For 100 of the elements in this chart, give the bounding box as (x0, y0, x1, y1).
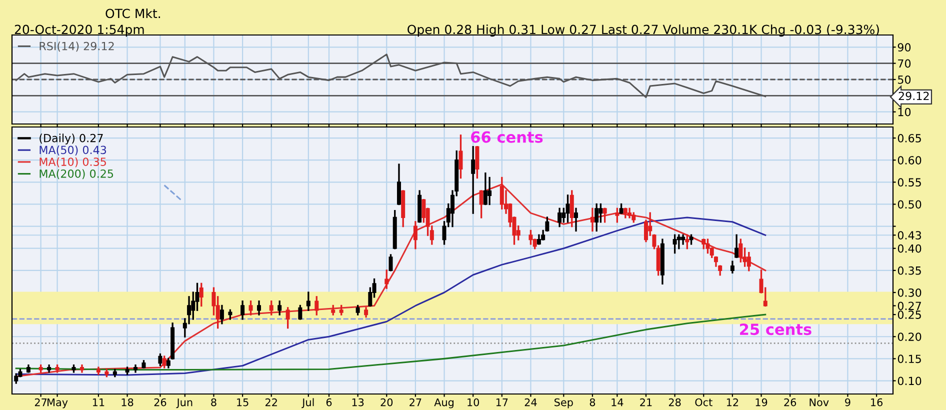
x-tick-label: 16 (871, 398, 883, 406)
x-tick-label: 22 (265, 398, 277, 406)
candlestick (566, 194, 570, 223)
candlestick (413, 221, 418, 250)
y-tick-label: 0.35 (898, 266, 921, 275)
x-tick-label: 26 (784, 398, 796, 406)
x-tick-label: 21 (640, 398, 652, 406)
x-tick-label: Sep (554, 398, 573, 408)
candlestick (746, 252, 751, 272)
candlestick (306, 292, 310, 311)
candlestick (594, 203, 599, 232)
x-tick-label: 18 (122, 398, 134, 406)
candlestick (298, 304, 302, 320)
x-tick-label: May (48, 398, 68, 408)
candlestick (734, 234, 739, 258)
x-tick-label: Jun (176, 398, 192, 408)
y-tick-label: 0.55 (898, 178, 921, 187)
legend-label: MA(50) 0.43 (40, 146, 106, 156)
y-tick-label: 0.27 (898, 302, 921, 310)
y-tick-label: 70 (898, 59, 911, 68)
x-tick-label: 11 (92, 398, 104, 406)
candlestick (388, 254, 393, 272)
y-tick-label: 0.10 (898, 376, 922, 386)
candlestick (257, 300, 262, 316)
candlestick (483, 172, 488, 206)
legend-label: MA(200) 0.25 (40, 169, 114, 180)
x-tick-label: 20 (380, 398, 393, 406)
x-tick-label: 8 (211, 398, 216, 406)
candlestick (199, 282, 204, 307)
candlestick (598, 203, 603, 223)
x-tick-label: 27 (34, 398, 47, 406)
candlestick (615, 208, 620, 223)
candlestick (570, 190, 574, 228)
x-tick-label: 17 (496, 398, 508, 406)
annotation: 25 cents (740, 324, 812, 336)
candlestick (162, 356, 166, 368)
candlestick (590, 208, 594, 232)
x-tick-label: Aug (434, 398, 454, 408)
candlestick (278, 300, 282, 316)
x-tick-label: 13 (352, 398, 364, 406)
y-tick-label: 10 (898, 108, 911, 116)
x-tick-label: 8 (590, 398, 596, 406)
y-tick-label: 0.30 (898, 288, 922, 297)
candlestick (422, 198, 426, 223)
y-tick-label: 50 (898, 75, 911, 84)
candlestick (685, 234, 690, 250)
candlestick (602, 208, 607, 223)
candlestick (676, 234, 681, 250)
candlestick (458, 134, 463, 179)
candlestick (628, 208, 632, 218)
legend-label: (Daily) 0.27 (40, 134, 103, 144)
text: OTC Mkt. (106, 8, 160, 18)
candlestick (269, 300, 274, 316)
candlestick (112, 368, 117, 378)
y-tick-label: 0.15 (898, 354, 921, 364)
candlestick (220, 304, 224, 324)
candlestick (47, 364, 52, 373)
candlestick (158, 353, 162, 366)
x-tick-label: 27 (410, 398, 422, 406)
candlestick (681, 234, 686, 245)
y-tick-label: 0.40 (898, 244, 922, 253)
legend-label: RSI(14) 29.12 (40, 42, 114, 52)
y-tick-label: 0.25 (898, 310, 921, 319)
y-tick-label: 0.50 (898, 200, 922, 209)
candlestick (672, 234, 677, 254)
x-tick-label: 26 (154, 398, 166, 406)
y-tick-label: 0.20 (898, 332, 922, 342)
candlestick (96, 366, 100, 375)
text: 29.12 (898, 92, 929, 100)
y-tick-label: 0.65 (898, 134, 921, 142)
x-tick-label: 14 (612, 398, 624, 406)
x-tick-label: 24 (524, 398, 537, 406)
candlestick (706, 238, 710, 254)
candlestick (240, 300, 245, 320)
annotation: Open 0.28 High 0.31 Low 0.27 Last 0.27 Volume 230.1K Chg -0.03 (-9.33%) (408, 24, 879, 37)
candlestick (471, 146, 476, 214)
candlestick (528, 230, 533, 245)
candlestick (384, 270, 389, 289)
x-tick-label: 28 (668, 398, 681, 406)
candlestick (248, 300, 253, 316)
candlestick (574, 208, 578, 232)
x-tick-label: 12 (726, 398, 738, 406)
x-tick-label: 19 (756, 398, 768, 406)
candlestick (314, 296, 319, 316)
candlestick (286, 307, 290, 329)
x-tick-label: 15 (237, 398, 248, 406)
candlestick (134, 364, 138, 373)
x-tick-label: 10 (468, 398, 480, 406)
x-tick-label: Jul (302, 398, 314, 408)
candlestick (475, 146, 480, 179)
candlestick (396, 164, 401, 206)
line-series (15, 216, 766, 376)
candlestick (80, 364, 84, 373)
x-tick-label: Nov (810, 398, 829, 406)
candlestick (488, 176, 492, 206)
annotation: 20-Oct-2020 1:54pm (14, 24, 144, 37)
legend-label: MA(10) 0.35 (40, 157, 106, 168)
candlestick (479, 190, 484, 218)
y-tick-label: 0.43 (898, 231, 922, 240)
candlestick (730, 260, 734, 274)
